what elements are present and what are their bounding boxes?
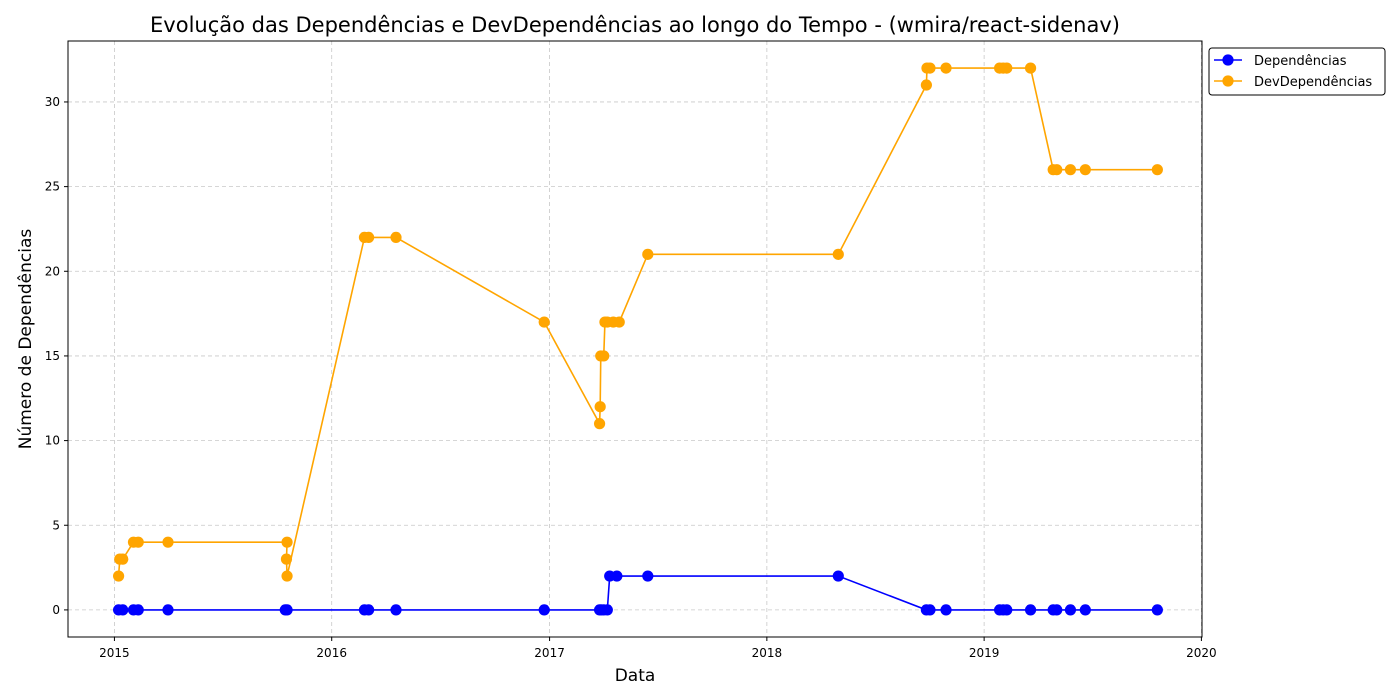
y-axis: 0 5 10 15 20 25 30	[45, 95, 68, 617]
y-tick-label: 30	[45, 95, 60, 109]
data-point	[162, 536, 174, 548]
legend-marker	[1222, 75, 1234, 87]
legend-marker	[1222, 54, 1234, 66]
plot-frame	[67, 40, 1203, 638]
data-point	[940, 604, 952, 616]
data-point	[598, 350, 610, 362]
y-axis-label: Número de Dependências	[16, 229, 36, 450]
series-layer	[112, 62, 1163, 616]
data-point	[1064, 164, 1077, 176]
data-point	[940, 62, 952, 74]
gridlines	[68, 41, 1202, 637]
legend-box	[1208, 47, 1386, 96]
data-point	[281, 570, 293, 582]
y-tick-label: 5	[52, 518, 60, 532]
data-point	[281, 536, 293, 548]
data-point	[601, 604, 613, 616]
data-point	[832, 248, 844, 260]
x-tick-label: 2018	[752, 646, 783, 660]
y-tick-label: 0	[52, 603, 60, 617]
x-tick-label: 2019	[969, 646, 1000, 660]
data-point	[1079, 164, 1091, 176]
data-point	[1051, 604, 1063, 616]
x-tick-label: 2020	[1186, 646, 1217, 660]
data-point	[832, 570, 844, 582]
data-point	[1064, 604, 1077, 616]
data-point	[280, 553, 293, 565]
data-point	[593, 418, 606, 430]
data-point	[1151, 164, 1163, 176]
data-point	[390, 604, 402, 616]
data-point	[117, 604, 129, 616]
data-point	[594, 401, 606, 413]
x-tick-label: 2016	[316, 646, 347, 660]
data-point	[1079, 604, 1091, 616]
y-tick-label: 10	[45, 434, 60, 448]
data-point	[1001, 62, 1013, 74]
legend: Dependências DevDependências	[1208, 47, 1386, 96]
data-point	[613, 316, 625, 328]
x-axis-label: Data	[615, 666, 656, 686]
data-point	[162, 604, 174, 616]
y-tick-label: 15	[45, 349, 60, 363]
series-2	[112, 62, 1163, 582]
data-point	[642, 248, 654, 260]
data-point	[1024, 604, 1037, 616]
y-tick-label: 25	[45, 180, 60, 194]
data-point	[390, 231, 402, 244]
data-point	[112, 570, 125, 582]
legend-label: Dependências	[1254, 54, 1347, 69]
legend-label: DevDependências	[1254, 75, 1372, 90]
data-point	[132, 536, 144, 548]
chart-title: Evolução das Dependências e DevDependênc…	[150, 13, 1120, 37]
y-tick-label: 20	[45, 264, 60, 278]
data-point	[363, 231, 375, 244]
data-point	[611, 570, 623, 582]
series-1	[112, 570, 1163, 616]
x-tick-label: 2017	[534, 646, 565, 660]
data-point	[642, 570, 654, 582]
data-point	[1051, 164, 1063, 176]
data-point	[920, 79, 932, 91]
data-point	[1001, 604, 1013, 616]
data-point	[924, 604, 936, 616]
data-point	[924, 62, 936, 74]
data-point	[538, 604, 550, 616]
data-point	[132, 604, 144, 616]
data-point	[281, 604, 293, 616]
x-tick-label: 2015	[99, 646, 130, 660]
data-point	[538, 316, 550, 328]
x-axis: 2015 2016 2017 2018 2019 2020	[99, 637, 1217, 660]
data-point	[1151, 604, 1163, 616]
data-point	[117, 553, 129, 565]
data-point	[1024, 62, 1037, 74]
data-point	[363, 604, 375, 616]
